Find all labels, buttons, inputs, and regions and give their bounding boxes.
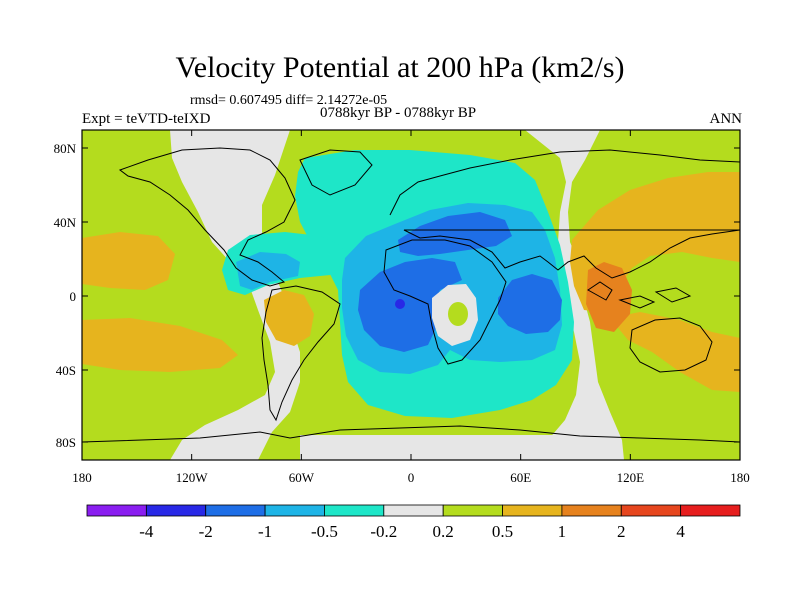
orange-southwest-pacific	[610, 312, 740, 392]
lat-tick-label: 80S	[56, 435, 76, 450]
colorbar-box	[680, 504, 741, 517]
season-label: ANN	[709, 111, 743, 127]
colorbar-label: -0.2	[370, 522, 397, 541]
coast-north-america	[118, 147, 296, 287]
experiment-label: Expt = teVTD-teIXD	[82, 111, 211, 127]
latitude-ticks: 80N 40N 0 40S 80S	[54, 141, 740, 450]
lat-tick-label: 0	[70, 289, 77, 304]
blue-indian	[498, 274, 562, 334]
colorbar-label: -2	[199, 522, 213, 541]
colorbar-box	[442, 504, 503, 517]
coast-eurasia	[389, 149, 740, 279]
lon-tick-label: 0	[408, 470, 415, 485]
grey-band-west	[170, 130, 300, 460]
colorbar-label: -4	[139, 522, 154, 541]
colorbar-label: -0.5	[311, 522, 338, 541]
colorbar-box	[620, 504, 682, 517]
contour-fill	[82, 130, 740, 460]
colorbar-box	[561, 504, 622, 517]
lime-africa-core	[448, 302, 468, 326]
lon-tick-label: 60E	[510, 470, 531, 485]
colorbar-box	[86, 504, 147, 517]
colorbar-label: 0.5	[492, 522, 513, 541]
colorbar-label: 1	[558, 522, 567, 541]
colorbar-box	[324, 504, 385, 517]
grey-band-east	[520, 130, 624, 460]
longitude-ticks: 180 120W 60W 0 60E 120E 180	[72, 130, 750, 485]
orange-south-america	[264, 290, 314, 346]
blue-atlantic	[358, 258, 462, 352]
orange-south-pacific	[82, 318, 238, 372]
coast-antarctica	[82, 425, 740, 443]
colorbar-box	[383, 504, 444, 517]
statistics-text: rmsd= 0.607495 diff= 2.14272e-05	[190, 93, 388, 108]
blue-north	[398, 212, 512, 256]
lon-tick-label: 180	[730, 470, 750, 485]
dark-blue-core	[395, 299, 405, 309]
lon-tick-label: 120E	[617, 470, 645, 485]
coast-australia	[629, 317, 713, 373]
colorbar-label: 2	[617, 522, 626, 541]
lon-tick-label: 120W	[176, 470, 209, 485]
grey-south	[300, 435, 600, 460]
colorbar-box	[502, 504, 563, 517]
dark-orange-maritime	[586, 262, 632, 332]
colorbar-box	[145, 504, 207, 517]
lat-tick-label: 40N	[54, 215, 77, 230]
orange-west-pacific	[82, 232, 175, 290]
lat-tick-label: 80N	[54, 141, 77, 156]
lat-tick-label: 40S	[56, 363, 76, 378]
colorbar: -4 -2 -1 -0.5 -0.2 0.2 0.5 1 2 4	[86, 504, 741, 541]
colorbar-label: 0.2	[433, 522, 454, 541]
coast-maritime-continent	[587, 281, 692, 309]
coast-south-america	[261, 285, 341, 422]
colorbar-box	[205, 504, 266, 517]
figure-title: Velocity Potential at 200 hPa (km2/s)	[175, 51, 625, 84]
colorbar-box	[264, 504, 325, 517]
coast-greenland	[299, 149, 373, 196]
colorbar-label: 4	[676, 522, 685, 541]
colorbar-label: -1	[258, 522, 272, 541]
period-label: 0788kyr BP - 0788kyr BP	[320, 105, 477, 121]
lon-tick-label: 180	[72, 470, 92, 485]
lon-tick-label: 60W	[289, 470, 315, 485]
coastlines	[82, 147, 740, 443]
coast-africa	[383, 239, 507, 365]
